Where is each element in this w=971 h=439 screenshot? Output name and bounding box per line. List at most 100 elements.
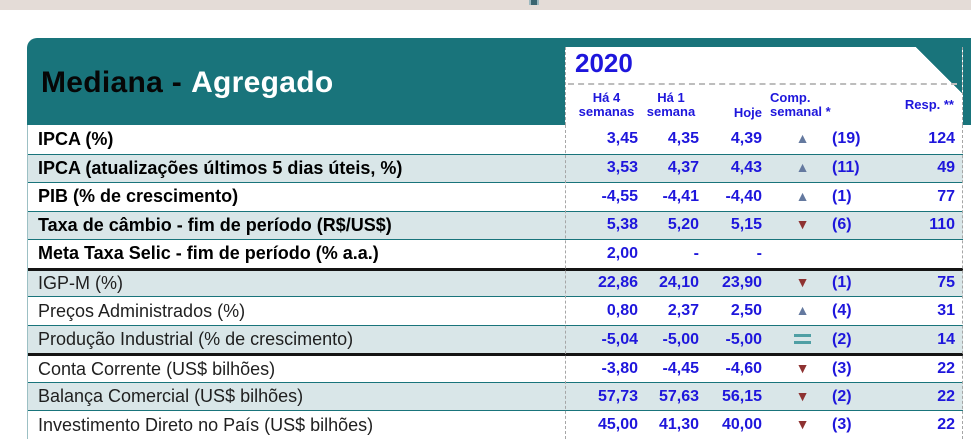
respondents-count: 14 (937, 330, 955, 348)
row-label: IPCA (%) (38, 128, 114, 149)
year-panel: 2020 Há 4 semanas Há 1 semana Hoje Comp.… (565, 47, 963, 125)
value-4-weeks-ago: 22,86 (597, 274, 638, 292)
weekly-change-count: (2) (832, 330, 852, 348)
value-1-week-ago: 41,30 (658, 416, 699, 434)
weekly-change-count: (3) (832, 416, 852, 434)
row-label: IPCA (atualizações últimos 5 dias úteis,… (38, 157, 403, 178)
weekly-change-count: (3) (832, 360, 852, 378)
trend-cell: ▲ (763, 159, 828, 177)
table-row: Preços Administrados (%) 0,80 2,37 2,50 … (28, 296, 963, 325)
row-label: Produção Industrial (% de crescimento) (38, 329, 354, 350)
up-arrow-icon: ▲ (795, 130, 810, 147)
value-today: 5,15 (730, 216, 762, 234)
respondents-count: 110 (929, 216, 955, 234)
value-today: - (756, 244, 762, 262)
value-4-weeks-ago: 45,00 (597, 416, 638, 434)
up-arrow-icon: ▲ (795, 302, 810, 319)
column-header-1-week: Há 1 semana (646, 90, 696, 119)
table-row: Meta Taxa Selic - fim de período (% a.a.… (28, 239, 963, 268)
respondents-count: 22 (937, 416, 955, 434)
column-header-today: Hoje (733, 105, 762, 120)
table-row: IGP-M (%) 22,86 24,10 23,90 ▼ (1) 75 (28, 267, 963, 297)
equals-icon (794, 334, 811, 345)
respondents-count: 75 (937, 274, 955, 292)
row-label: PIB (% de crescimento) (38, 186, 239, 207)
value-1-week-ago: -4,45 (662, 360, 699, 378)
respondents-count: 124 (928, 130, 955, 148)
value-today: 40,00 (721, 416, 762, 434)
trend-cell: ▼ (763, 416, 828, 434)
ui-fragment-top (529, 0, 539, 5)
title-suffix: Agregado (191, 66, 334, 99)
trend-cell (763, 331, 828, 349)
value-1-week-ago: -5,00 (662, 330, 699, 348)
column-headers: Há 4 semanas Há 1 semana Hoje Comp. sema… (566, 85, 962, 125)
value-4-weeks-ago: -4,55 (601, 187, 638, 205)
body-left-dashed-border (565, 125, 566, 439)
down-arrow-icon: ▼ (795, 387, 810, 404)
trend-cell: ▼ (763, 388, 828, 406)
value-4-weeks-ago: -5,04 (601, 330, 638, 348)
down-arrow-icon: ▼ (795, 216, 810, 233)
table-row: PIB (% de crescimento) -4,55 -4,41 -4,40… (28, 182, 963, 211)
table-title: Mediana - Agregado (41, 66, 333, 100)
row-label: Meta Taxa Selic - fim de período (% a.a.… (38, 243, 379, 264)
value-today: -4,60 (725, 360, 762, 378)
table-row: IPCA (atualizações últimos 5 dias úteis,… (28, 153, 963, 183)
body-right-dashed-border (962, 125, 963, 439)
table-row: IPCA (%) 3,45 4,35 4,39 ▲ (19) 124 (28, 125, 963, 154)
respondents-count: 77 (937, 187, 955, 205)
value-1-week-ago: 4,37 (667, 159, 699, 177)
value-4-weeks-ago: 3,45 (606, 130, 638, 148)
value-1-week-ago: 24,10 (658, 274, 699, 292)
weekly-change-count: (4) (832, 302, 852, 320)
folded-corner (916, 47, 962, 93)
trend-cell: ▲ (763, 302, 828, 320)
down-arrow-icon: ▼ (795, 274, 810, 291)
weekly-change-count: (19) (832, 130, 861, 148)
trend-cell: ▲ (763, 130, 828, 148)
row-label: IGP-M (%) (38, 272, 123, 293)
header-divider (568, 83, 957, 85)
row-label: Balança Comercial (US$ bilhões) (38, 386, 304, 407)
column-header-weekly-comparison: Comp. semanal * (770, 90, 831, 119)
table-row: Balança Comercial (US$ bilhões) 57,73 57… (28, 381, 963, 411)
value-1-week-ago: 57,63 (658, 387, 699, 405)
value-today: 56,15 (721, 387, 762, 405)
table-row: Produção Industrial (% de crescimento) -… (28, 324, 963, 354)
value-1-week-ago: 5,20 (667, 216, 699, 234)
respondents-count: 22 (937, 387, 955, 405)
down-arrow-icon: ▼ (795, 416, 810, 433)
row-label: Taxa de câmbio - fim de período (R$/US$) (38, 214, 392, 235)
trend-cell: ▼ (763, 216, 828, 234)
value-today: 4,39 (730, 130, 762, 148)
table-body: IPCA (%) 3,45 4,35 4,39 ▲ (19) 124 IPCA … (27, 125, 963, 439)
value-today: -5,00 (725, 330, 762, 348)
respondents-count: 49 (937, 159, 955, 177)
table-row: Conta Corrente (US$ bilhões) -3,80 -4,45… (28, 353, 963, 382)
table-row: Investimento Direto no País (US$ bilhões… (28, 410, 963, 439)
weekly-change-count: (1) (832, 187, 852, 205)
value-4-weeks-ago: 0,80 (606, 302, 638, 320)
value-1-week-ago: -4,41 (662, 187, 699, 205)
up-arrow-icon: ▲ (795, 187, 810, 204)
value-today: 4,43 (730, 159, 762, 177)
row-label: Preços Administrados (%) (38, 300, 246, 321)
window-background-strip (0, 0, 971, 10)
value-4-weeks-ago: 5,38 (606, 216, 638, 234)
trend-cell: ▼ (763, 360, 828, 378)
row-label: Investimento Direto no País (US$ bilhões… (38, 414, 374, 435)
value-1-week-ago: - (693, 244, 699, 262)
value-1-week-ago: 4,35 (667, 130, 699, 148)
weekly-change-count: (2) (832, 387, 852, 405)
year-label: 2020 (575, 48, 633, 78)
table-row: Taxa de câmbio - fim de período (R$/US$)… (28, 210, 963, 240)
value-4-weeks-ago: -3,80 (601, 360, 638, 378)
respondents-count: 22 (937, 360, 955, 378)
value-today: 2,50 (730, 302, 762, 320)
row-label: Conta Corrente (US$ bilhões) (38, 358, 276, 379)
value-4-weeks-ago: 2,00 (606, 244, 638, 262)
down-arrow-icon: ▼ (795, 360, 810, 377)
value-4-weeks-ago: 3,53 (606, 159, 638, 177)
